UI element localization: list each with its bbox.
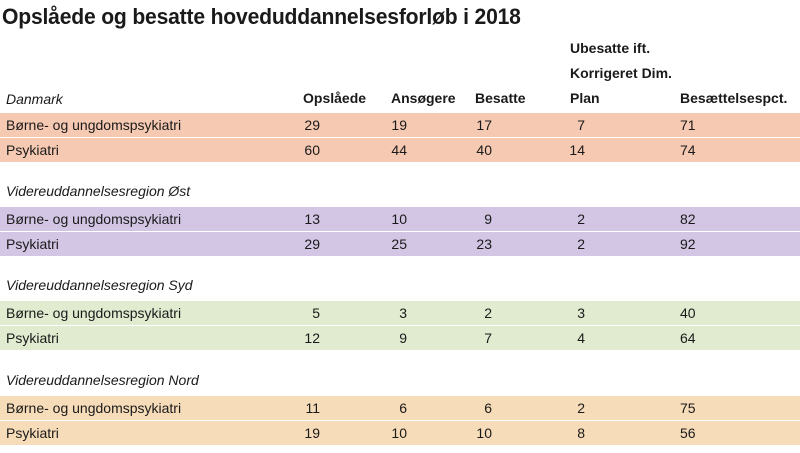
cell-ubesatte: 4: [577, 330, 585, 346]
header-ansoegere: Ansøgere: [391, 90, 456, 106]
cell-besatte: 6: [484, 400, 492, 416]
header-ubesatte-line1: Ubesatte ift.: [570, 40, 651, 56]
row-name: Psykiatri: [6, 425, 59, 441]
cell-ubesatte: 8: [577, 425, 585, 441]
cell-ansoegere: 19: [391, 117, 407, 133]
table-row: Psykiatri 29 25 23 2 92: [0, 232, 800, 256]
cell-besaettelsespct: 56: [680, 425, 696, 441]
row-name: Børne- og ungdomspsykiatri: [6, 305, 182, 321]
cell-opslaaede: 19: [304, 425, 320, 441]
cell-opslaaede: 29: [304, 117, 320, 133]
table-row: Børne- og ungdomspsykiatri 11 6 6 2 75: [0, 396, 800, 420]
table-row: Psykiatri 19 10 10 8 56: [0, 421, 800, 445]
row-name: Psykiatri: [6, 142, 59, 158]
cell-ubesatte: 2: [577, 400, 585, 416]
cell-ansoegere: 9: [399, 330, 407, 346]
header-ubesatte-line2: Korrigeret Dim.: [570, 65, 672, 81]
table-row: Børne- og ungdomspsykiatri 29 19 17 7 71: [0, 113, 800, 137]
cell-ansoegere: 10: [391, 211, 407, 227]
cell-opslaaede: 5: [312, 305, 320, 321]
cell-besatte: 10: [476, 425, 492, 441]
row-name: Børne- og ungdomspsykiatri: [6, 400, 182, 416]
row-name: Børne- og ungdomspsykiatri: [6, 211, 182, 227]
cell-opslaaede: 29: [304, 236, 320, 252]
cell-besatte: 2: [484, 305, 492, 321]
table-row: Børne- og ungdomspsykiatri 13 10 9 2 82: [0, 207, 800, 231]
cell-besaettelsespct: 82: [680, 211, 696, 227]
header-ubesatte-line3: Plan: [570, 90, 600, 106]
cell-ubesatte: 7: [577, 117, 585, 133]
cell-ubesatte: 14: [569, 142, 585, 158]
cell-ansoegere: 25: [391, 236, 407, 252]
cell-besaettelsespct: 92: [680, 236, 696, 252]
cell-besaettelsespct: 64: [680, 330, 696, 346]
header-besatte: Besatte: [475, 90, 526, 106]
row-name: Psykiatri: [6, 236, 59, 252]
cell-opslaaede: 11: [305, 400, 320, 416]
cell-besatte: 23: [476, 236, 492, 252]
header-besaettelsespct: Besættelsespct.: [680, 90, 788, 106]
cell-opslaaede: 60: [304, 142, 320, 158]
cell-ubesatte: 2: [577, 236, 585, 252]
section-label-syd: Videreuddannelsesregion Syd: [6, 277, 193, 293]
cell-besatte: 7: [484, 330, 492, 346]
table-title: Opslåede og besatte hoveduddannelsesforl…: [2, 4, 521, 29]
cell-ansoegere: 3: [399, 305, 407, 321]
section-label-nord: Videreuddannelsesregion Nord: [6, 372, 199, 388]
cell-ubesatte: 2: [577, 211, 585, 227]
cell-besatte: 9: [484, 211, 492, 227]
table-row: Psykiatri 60 44 40 14 74: [0, 138, 800, 162]
cell-besaettelsespct: 75: [680, 400, 696, 416]
cell-besaettelsespct: 71: [680, 117, 696, 133]
cell-ubesatte: 3: [577, 305, 585, 321]
cell-ansoegere: 10: [391, 425, 407, 441]
section-label-oest: Videreuddannelsesregion Øst: [6, 183, 191, 199]
cell-besatte: 40: [476, 142, 492, 158]
cell-opslaaede: 13: [304, 211, 320, 227]
cell-ansoegere: 6: [399, 400, 407, 416]
cell-besaettelsespct: 40: [680, 305, 696, 321]
cell-opslaaede: 12: [304, 330, 320, 346]
table-row: Børne- og ungdomspsykiatri 5 3 2 3 40: [0, 301, 800, 325]
table-row: Psykiatri 12 9 7 4 64: [0, 326, 800, 350]
cell-ansoegere: 44: [391, 142, 407, 158]
row-name: Psykiatri: [6, 330, 59, 346]
cell-besaettelsespct: 74: [680, 142, 696, 158]
header-opslaaede: Opslåede: [303, 90, 367, 106]
section-label-danmark: Danmark: [6, 91, 63, 107]
row-name: Børne- og ungdomspsykiatri: [6, 117, 182, 133]
cell-besatte: 17: [476, 117, 492, 133]
